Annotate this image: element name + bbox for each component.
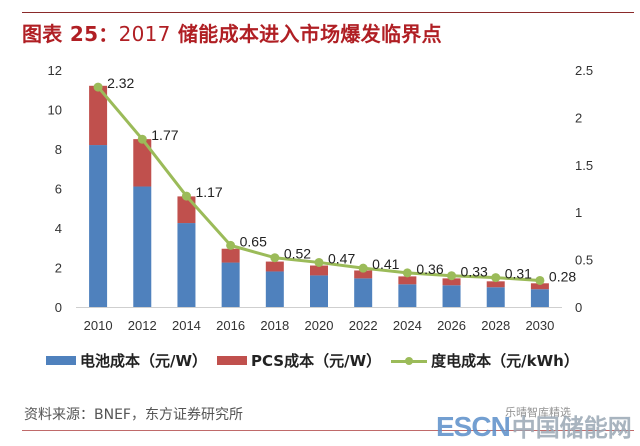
left-tick-label: 0	[55, 300, 62, 315]
left-tick-label: 6	[55, 182, 62, 197]
line-lcoe	[96, 86, 541, 282]
x-tick-label: 2014	[172, 318, 201, 333]
watermark-cn: 中国储能网	[511, 415, 632, 442]
watermark-account: 乐晴智库精选	[505, 406, 571, 419]
x-tick-label: 2024	[393, 318, 422, 333]
x-tick-label: 2020	[305, 318, 334, 333]
point-lcoe-2028	[491, 273, 501, 283]
point-lcoe-2018	[270, 253, 280, 263]
bar-battery-2020	[310, 275, 328, 307]
legend-label-battery: 电池成本（元/W）	[80, 352, 208, 370]
source-note: 资料来源：BNEF，东方证券研究所	[24, 407, 243, 423]
bar-pcs-2010	[89, 85, 108, 146]
x-tick-label: 2018	[260, 318, 289, 333]
bar-pcs-2020	[310, 265, 328, 276]
bottom-rule	[22, 430, 634, 431]
line-series: 2.32 1.77 1.17 0.65 0.52 0.47 0.41 0.36 0.33 0.31…	[93, 75, 576, 285]
left-tick-label: 4	[55, 221, 62, 236]
bar-battery-2024	[398, 284, 417, 307]
right-tick-label: 1.5	[575, 158, 593, 173]
left-tick-label: 8	[55, 142, 62, 157]
bar-pcs-2026	[442, 278, 461, 286]
x-axis: 2010 2012 2014 2016 2018 2020 2022 2024 2026 2028…	[84, 318, 555, 333]
bar-pcs-2028	[486, 281, 505, 288]
bar-pcs-2016	[221, 248, 240, 263]
legend-label-lcoe: 度电成本（元/kWh）	[431, 352, 579, 370]
point-lcoe-2020	[314, 257, 324, 267]
legend-label-pcs: PCS成本（元/W）	[251, 352, 382, 370]
bar-pcs-2024	[398, 276, 417, 285]
point-lcoe-2012	[137, 134, 147, 144]
point-lcoe-2022	[358, 263, 368, 273]
chart-title: 图表 25：2017 储能成本进入市场爆发临界点	[22, 18, 442, 47]
point-lcoe-2024	[402, 268, 412, 278]
legend-item-lcoe: 度电成本（元/kWh）	[391, 350, 579, 371]
title-year: 2017	[118, 22, 171, 46]
bar-battery-2018	[265, 271, 284, 307]
right-tick-label: 0	[575, 300, 582, 315]
point-lcoe-2026	[447, 271, 457, 281]
left-tick-label: 2	[55, 261, 62, 276]
left-tick-label: 10	[48, 103, 62, 118]
bar-pcs-2022	[354, 270, 373, 279]
right-tick-label: 0.5	[575, 253, 593, 268]
left-tick-label: 12	[48, 63, 62, 78]
legend-item-battery: 电池成本（元/W）	[46, 350, 207, 371]
bar-battery-2016	[221, 262, 240, 307]
point-lcoe-2016	[226, 240, 236, 250]
bar-battery-2012	[133, 186, 152, 307]
data-label-lcoe: 0.41	[372, 256, 399, 272]
legend-swatch-battery	[46, 356, 76, 365]
title-prefix: 图表 25：	[22, 22, 119, 46]
legend-swatch-lcoe	[391, 355, 428, 367]
x-tick-label: 2010	[84, 318, 113, 333]
data-label-lcoe: 0.52	[284, 246, 311, 262]
watermark-brand: ESCN	[436, 411, 511, 442]
point-lcoe-2030	[535, 275, 545, 285]
x-tick-label: 2030	[525, 318, 554, 333]
bar-pcs-2018	[265, 261, 284, 272]
x-tick-label: 2026	[437, 318, 466, 333]
bar-battery-2028	[486, 287, 505, 307]
bar-battery-2010	[89, 145, 108, 307]
left-axis: 0 2 4 6 8 10 12	[48, 63, 62, 315]
bar-battery-2030	[530, 289, 549, 307]
data-label-lcoe: 2.32	[107, 75, 134, 91]
bars-group	[89, 85, 549, 307]
data-label-lcoe: 0.33	[461, 264, 488, 280]
title-text: 储能成本进入市场爆发临界点	[170, 22, 442, 46]
watermark-logo: ESCN中国储能网	[436, 408, 632, 443]
x-tick-label: 2022	[349, 318, 378, 333]
legend-swatch-pcs	[217, 356, 248, 365]
data-label-lcoe: 0.65	[240, 233, 267, 249]
bar-pcs-2012	[133, 139, 152, 187]
x-tick-label: 2012	[128, 318, 157, 333]
x-tick-label: 2016	[216, 318, 245, 333]
data-label-lcoe: 1.77	[151, 127, 178, 143]
right-axis: 0 0.5 1 1.5 2 2.5	[575, 63, 593, 315]
legend-item-pcs: PCS成本（元/W）	[217, 350, 381, 371]
data-label-lcoe: 0.28	[549, 268, 576, 284]
point-lcoe-2010	[93, 82, 103, 92]
right-tick-label: 2	[575, 110, 582, 125]
bar-pcs-2030	[530, 283, 549, 290]
right-tick-label: 2.5	[575, 63, 593, 78]
x-tick-label: 2028	[481, 318, 510, 333]
point-lcoe-2014	[181, 191, 191, 201]
top-rule	[22, 12, 634, 13]
legend: 电池成本（元/W） PCS成本（元/W） 度电成本（元/kWh）	[46, 350, 589, 371]
data-label-lcoe: 0.36	[416, 261, 443, 277]
bar-battery-2014	[177, 223, 196, 307]
data-label-lcoe: 0.31	[505, 266, 532, 282]
bar-battery-2026	[442, 285, 461, 307]
data-label-lcoe: 0.47	[328, 250, 355, 266]
data-label-lcoe: 1.17	[195, 184, 222, 200]
bar-battery-2022	[354, 278, 373, 307]
right-tick-label: 1	[575, 205, 582, 220]
